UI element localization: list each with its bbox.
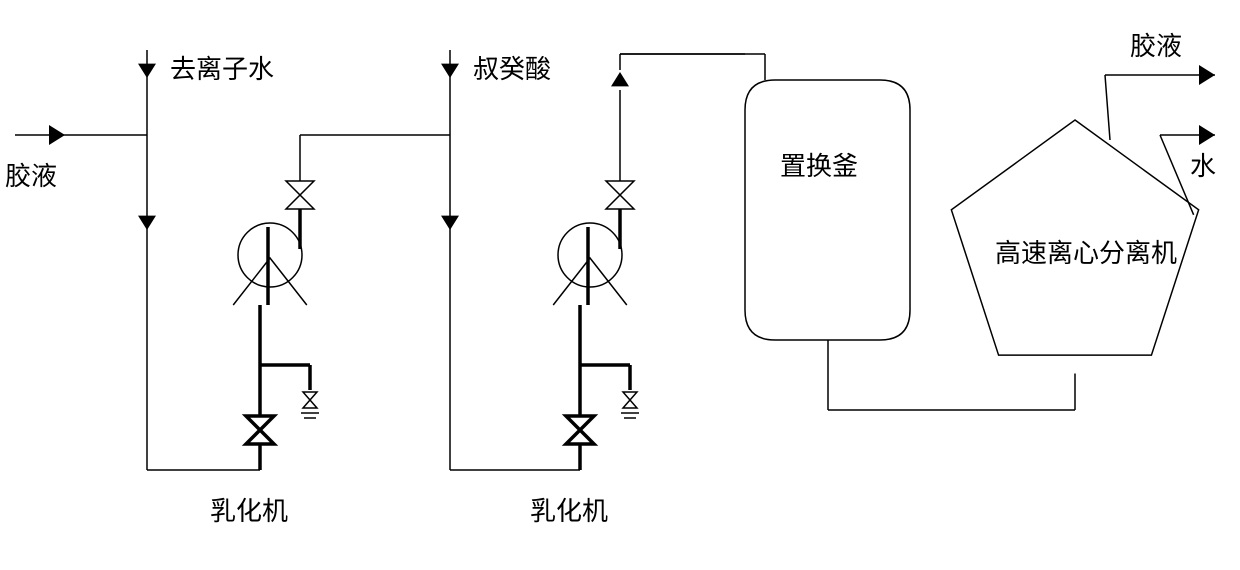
emulsifier-1-label: 乳化机 [210,497,288,526]
emulsifier-2-label: 乳化机 [530,497,608,526]
glue-in-label: 胶液 [5,162,57,191]
centrifuge-label: 高速离心分离机 [995,239,1177,268]
centrifuge [951,120,1198,355]
water-out-label: 水 [1190,152,1216,181]
acid-label: 叔癸酸 [473,55,551,84]
deionized-water-label: 去离子水 [170,55,274,84]
kettle-label: 置换釜 [780,152,858,181]
glue-out-label: 胶液 [1130,32,1182,61]
